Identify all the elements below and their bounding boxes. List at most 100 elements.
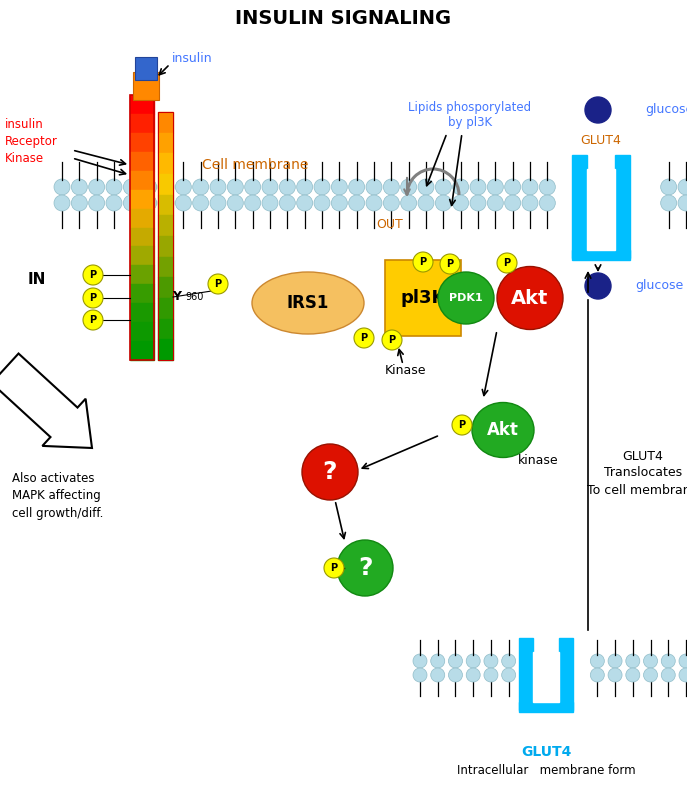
Circle shape: [83, 310, 103, 330]
Circle shape: [608, 668, 622, 682]
Text: P: P: [89, 315, 97, 325]
Bar: [519, 638, 533, 710]
Text: P: P: [504, 258, 510, 268]
Circle shape: [192, 195, 209, 211]
Circle shape: [280, 195, 295, 211]
Bar: [158, 132, 173, 153]
Circle shape: [418, 195, 434, 211]
Text: ?: ?: [323, 460, 337, 484]
Circle shape: [314, 195, 330, 211]
Circle shape: [626, 654, 640, 668]
Bar: [133, 72, 159, 100]
Bar: [158, 278, 173, 298]
Circle shape: [89, 195, 104, 211]
Circle shape: [227, 179, 243, 195]
Circle shape: [487, 179, 504, 195]
Circle shape: [83, 265, 103, 285]
Text: IN: IN: [28, 273, 47, 287]
Circle shape: [349, 179, 365, 195]
Text: P: P: [388, 335, 396, 345]
Text: Akt: Akt: [511, 288, 549, 307]
Circle shape: [124, 195, 139, 211]
Bar: [519, 702, 573, 712]
Text: P: P: [89, 270, 97, 280]
Bar: [130, 152, 154, 171]
Circle shape: [590, 654, 605, 668]
Circle shape: [470, 195, 486, 211]
Bar: [587, 169, 615, 250]
Bar: [130, 95, 154, 360]
Circle shape: [502, 668, 516, 682]
Text: INSULIN SIGNALING: INSULIN SIGNALING: [236, 9, 451, 27]
Circle shape: [661, 195, 677, 211]
Circle shape: [585, 97, 611, 123]
Text: Lipids phosporylated
by pl3K: Lipids phosporylated by pl3K: [409, 101, 532, 129]
Circle shape: [522, 195, 538, 211]
Bar: [158, 194, 173, 215]
Circle shape: [71, 195, 87, 211]
Circle shape: [418, 179, 434, 195]
Text: IRS1: IRS1: [286, 294, 329, 312]
Bar: [130, 303, 154, 322]
Circle shape: [678, 179, 687, 195]
Circle shape: [484, 668, 498, 682]
Circle shape: [227, 195, 243, 211]
Circle shape: [431, 654, 444, 668]
Circle shape: [522, 179, 538, 195]
Circle shape: [210, 179, 226, 195]
Bar: [130, 266, 154, 284]
Circle shape: [401, 179, 417, 195]
Circle shape: [366, 195, 382, 211]
Circle shape: [413, 654, 427, 668]
Bar: [130, 322, 154, 341]
Ellipse shape: [252, 272, 364, 334]
Circle shape: [354, 328, 374, 348]
Circle shape: [245, 179, 260, 195]
Circle shape: [383, 179, 399, 195]
Bar: [158, 174, 173, 194]
Text: glucose: glucose: [635, 279, 684, 292]
Circle shape: [608, 654, 622, 668]
Circle shape: [436, 195, 451, 211]
Circle shape: [431, 668, 444, 682]
Bar: [130, 246, 154, 266]
Circle shape: [452, 415, 472, 435]
Text: P: P: [361, 333, 368, 343]
Bar: [572, 155, 587, 258]
Ellipse shape: [438, 272, 494, 324]
Circle shape: [158, 195, 174, 211]
Bar: [158, 112, 173, 132]
Circle shape: [280, 179, 295, 195]
Text: Intracellular   membrane form: Intracellular membrane form: [457, 763, 635, 776]
Bar: [559, 638, 573, 710]
Circle shape: [413, 252, 433, 272]
Circle shape: [413, 668, 427, 682]
Text: insulin
Receptor
Kinase: insulin Receptor Kinase: [5, 119, 58, 165]
Circle shape: [349, 195, 365, 211]
Circle shape: [106, 195, 122, 211]
Bar: [385, 260, 461, 336]
Bar: [158, 112, 173, 360]
Circle shape: [158, 179, 174, 195]
Bar: [158, 257, 173, 278]
Circle shape: [453, 195, 469, 211]
Bar: [130, 284, 154, 303]
Text: P: P: [214, 279, 222, 289]
Ellipse shape: [497, 266, 563, 329]
Circle shape: [324, 558, 344, 578]
Circle shape: [626, 668, 640, 682]
Circle shape: [382, 330, 402, 350]
Circle shape: [366, 179, 382, 195]
Circle shape: [262, 179, 278, 195]
Bar: [572, 250, 630, 260]
Circle shape: [644, 654, 657, 668]
Text: Akt: Akt: [487, 421, 519, 439]
Text: P: P: [420, 257, 427, 267]
Circle shape: [297, 179, 313, 195]
Circle shape: [679, 654, 687, 668]
Circle shape: [487, 195, 504, 211]
Circle shape: [141, 195, 157, 211]
Ellipse shape: [472, 403, 534, 458]
Circle shape: [401, 195, 417, 211]
Circle shape: [210, 195, 226, 211]
